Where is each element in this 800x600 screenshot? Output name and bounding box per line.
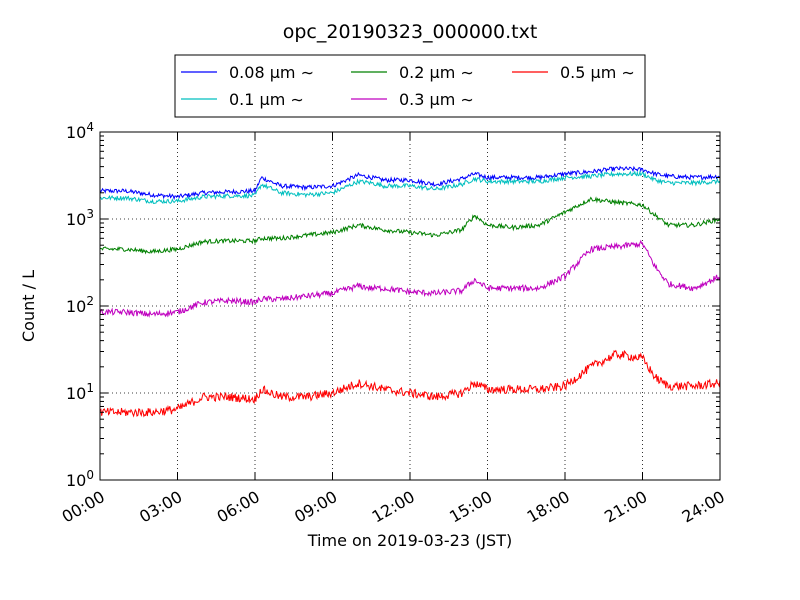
series-line <box>99 349 721 418</box>
series-line <box>99 170 721 205</box>
grid <box>100 132 720 480</box>
series-line <box>99 239 721 318</box>
axis-ticks <box>99 131 721 481</box>
legend: 0.08 μm ∼ 0.1 μm ∼ 0.2 μm ∼ 0.3 μm ∼ 0.5 μm … <box>174 54 646 118</box>
chart-title: opc_20190323_000000.txt <box>283 21 538 43</box>
y-tick-label: 104 <box>66 120 94 142</box>
legend-label: 0.1 μm ∼ <box>229 90 304 109</box>
legend-frame <box>174 54 646 118</box>
legend-label: 0.08 μm ∼ <box>229 63 314 82</box>
y-tick-label: 102 <box>66 294 94 316</box>
legend-label: 0.3 μm ∼ <box>399 90 474 109</box>
legend-label: 0.5 μm ∼ <box>560 63 635 82</box>
series-line <box>99 165 721 201</box>
legend-entries: 0.08 μm ∼ 0.1 μm ∼ 0.2 μm ∼ 0.3 μm ∼ 0.5 μm … <box>181 63 635 109</box>
series-lines <box>99 165 721 418</box>
y-tick-label: 101 <box>66 381 94 403</box>
y-axis-label: Count / L <box>19 270 38 342</box>
series-line <box>99 196 721 255</box>
y-tick-label: 100 <box>66 468 94 490</box>
y-tick-labels: 100 101 102 103 104 <box>66 120 94 490</box>
legend-label: 0.2 μm ∼ <box>399 63 474 82</box>
x-axis-label: Time on 2019-03-23 (JST) <box>307 531 512 550</box>
y-tick-label: 103 <box>66 207 94 229</box>
